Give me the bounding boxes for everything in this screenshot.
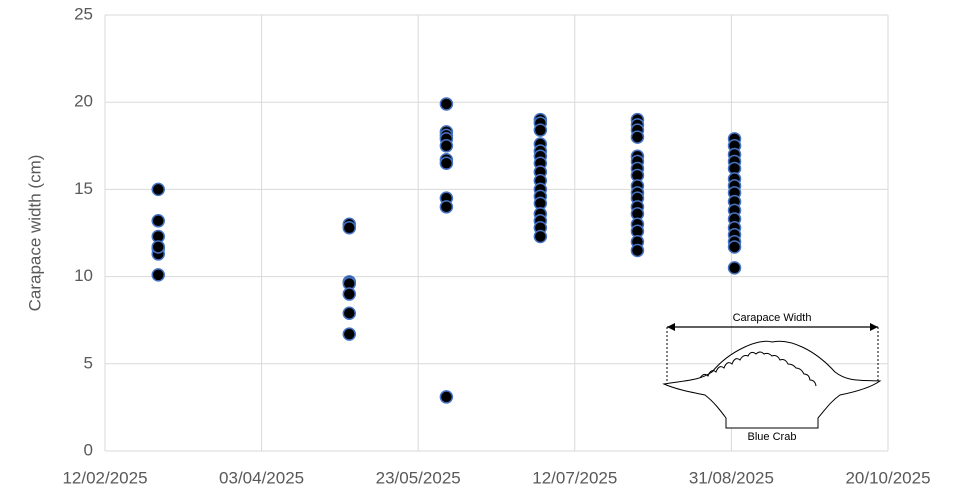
point xyxy=(342,221,357,235)
point xyxy=(151,214,165,228)
crab-spines xyxy=(699,351,817,387)
point xyxy=(533,123,548,137)
point xyxy=(439,200,454,214)
point xyxy=(727,240,742,254)
point xyxy=(439,139,454,153)
point xyxy=(533,229,548,244)
point xyxy=(439,390,454,404)
point xyxy=(727,261,742,275)
y-tick-label: 25 xyxy=(74,4,93,23)
point xyxy=(342,306,357,320)
point xyxy=(151,182,165,197)
annotation: Blue Crab xyxy=(748,431,797,443)
y-tick-label: 5 xyxy=(84,353,93,372)
point xyxy=(151,240,165,254)
y-tick-label: 0 xyxy=(84,440,93,459)
crab-diagram: Carapace Width Blue Crab xyxy=(662,312,882,443)
point xyxy=(630,130,645,144)
x-tick-label: 12/02/2025 xyxy=(62,468,147,487)
point xyxy=(439,97,454,111)
point xyxy=(630,243,645,258)
point xyxy=(151,268,165,282)
crab-outline xyxy=(662,340,882,429)
x-tick-label: 12/07/2025 xyxy=(532,468,617,487)
point xyxy=(342,327,357,341)
x-tick-label: 20/10/2025 xyxy=(845,468,930,487)
point xyxy=(342,287,357,301)
y-axis-label: Carapace width (cm) xyxy=(25,155,44,312)
annotation: Carapace Width xyxy=(733,312,812,324)
point xyxy=(439,156,454,170)
y-tick-label: 20 xyxy=(74,92,93,111)
y-tick-label: 10 xyxy=(74,266,93,285)
x-tick-label: 03/04/2025 xyxy=(219,468,304,487)
y-tick-label: 15 xyxy=(74,179,93,198)
x-tick-label: 23/05/2025 xyxy=(376,468,461,487)
x-tick-label: 31/08/2025 xyxy=(689,468,774,487)
